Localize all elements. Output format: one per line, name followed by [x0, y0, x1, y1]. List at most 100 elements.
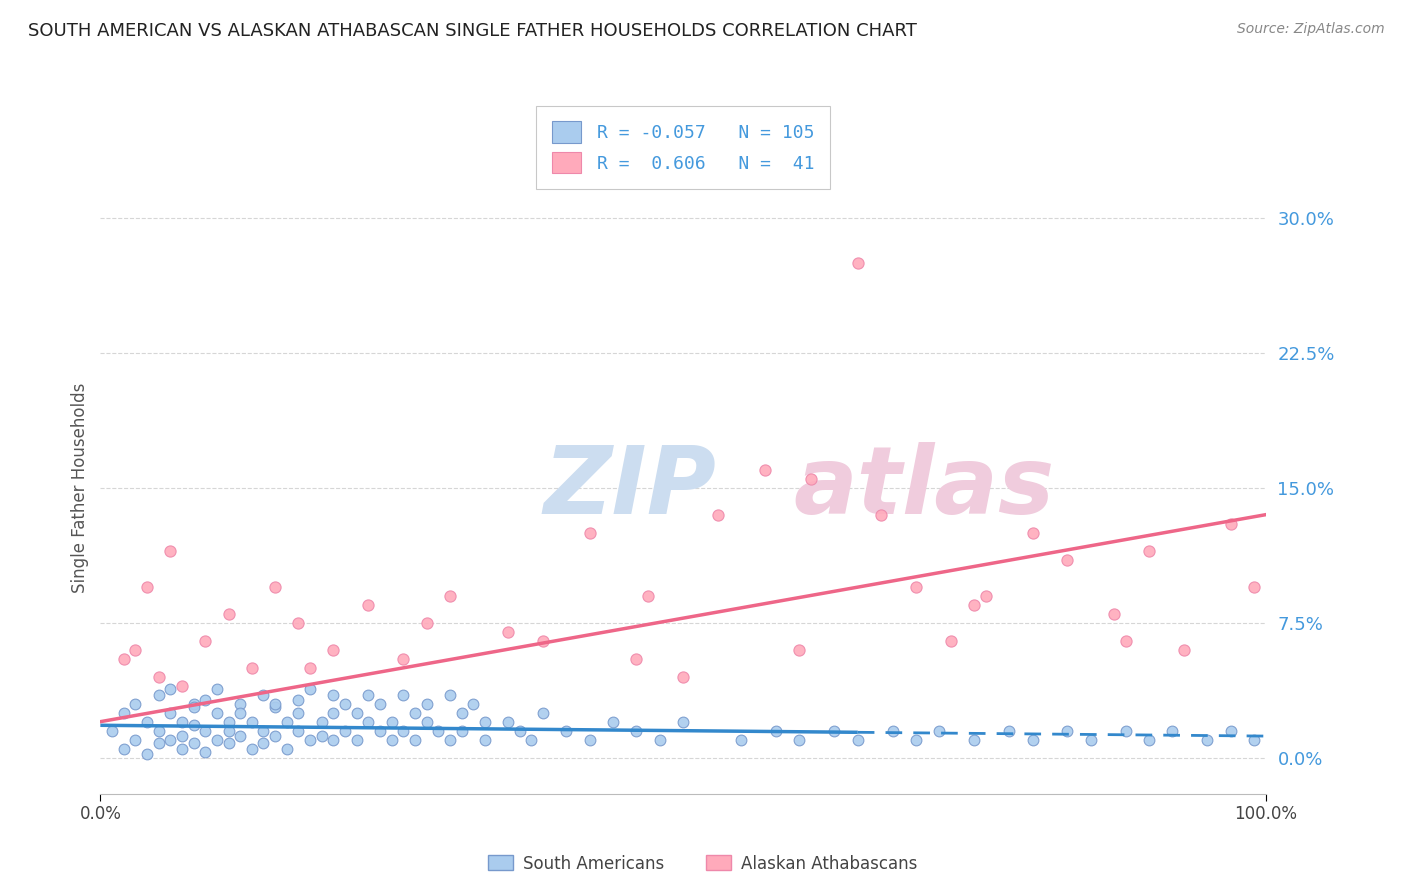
Point — [112, 706, 135, 720]
Point — [148, 723, 170, 738]
Point — [439, 732, 461, 747]
Point — [101, 723, 124, 738]
Point — [218, 714, 240, 729]
Point — [170, 729, 193, 743]
Text: SOUTH AMERICAN VS ALASKAN ATHABASCAN SINGLE FATHER HOUSEHOLDS CORRELATION CHART: SOUTH AMERICAN VS ALASKAN ATHABASCAN SIN… — [28, 22, 917, 40]
Point — [765, 723, 787, 738]
Point — [229, 697, 252, 711]
Point — [381, 714, 404, 729]
Point — [240, 661, 263, 675]
Point — [496, 714, 519, 729]
Point — [322, 706, 344, 720]
Point — [170, 741, 193, 756]
Point — [823, 723, 845, 738]
Point — [1102, 607, 1125, 621]
Point — [439, 688, 461, 702]
Point — [496, 624, 519, 639]
Point — [218, 723, 240, 738]
Point — [276, 714, 298, 729]
Point — [311, 714, 333, 729]
Point — [218, 736, 240, 750]
Point — [322, 732, 344, 747]
Point — [415, 697, 437, 711]
Point — [183, 736, 205, 750]
Point — [1115, 633, 1137, 648]
Point — [1219, 723, 1241, 738]
Point — [170, 679, 193, 693]
Point — [474, 732, 496, 747]
Point — [264, 729, 287, 743]
Point — [555, 723, 578, 738]
Point — [789, 732, 811, 747]
Point — [287, 706, 309, 720]
Point — [1021, 525, 1043, 540]
Point — [626, 723, 648, 738]
Point — [626, 651, 648, 665]
Point — [159, 682, 181, 697]
Point — [1161, 723, 1184, 738]
Point — [194, 693, 217, 707]
Point — [322, 642, 344, 657]
Point — [520, 732, 543, 747]
Point — [368, 723, 391, 738]
Text: atlas: atlas — [793, 442, 1054, 533]
Point — [148, 688, 170, 702]
Point — [205, 706, 228, 720]
Point — [602, 714, 624, 729]
Point — [905, 580, 928, 594]
Point — [672, 714, 695, 729]
Point — [1137, 732, 1160, 747]
Point — [730, 732, 752, 747]
Point — [124, 732, 146, 747]
Point — [287, 723, 309, 738]
Point — [252, 688, 274, 702]
Point — [159, 543, 181, 558]
Point — [112, 651, 135, 665]
Point — [450, 723, 472, 738]
Point — [1056, 723, 1078, 738]
Point — [276, 741, 298, 756]
Point — [183, 700, 205, 714]
Point — [194, 723, 217, 738]
Point — [357, 714, 380, 729]
Text: Source: ZipAtlas.com: Source: ZipAtlas.com — [1237, 22, 1385, 37]
Point — [205, 732, 228, 747]
Point — [1080, 732, 1102, 747]
Point — [240, 714, 263, 729]
Point — [287, 615, 309, 630]
Point — [963, 598, 986, 612]
Point — [998, 723, 1021, 738]
Point — [194, 633, 217, 648]
Point — [578, 732, 600, 747]
Point — [963, 732, 986, 747]
Point — [637, 589, 659, 603]
Point — [404, 706, 426, 720]
Point — [531, 706, 554, 720]
Point — [392, 723, 415, 738]
Point — [1115, 723, 1137, 738]
Point — [322, 688, 344, 702]
Point — [311, 729, 333, 743]
Point — [229, 729, 252, 743]
Point — [974, 589, 997, 603]
Point — [427, 723, 450, 738]
Point — [218, 607, 240, 621]
Point — [648, 732, 671, 747]
Point — [846, 732, 869, 747]
Point — [474, 714, 496, 729]
Point — [531, 633, 554, 648]
Point — [136, 714, 159, 729]
Point — [1243, 580, 1265, 594]
Point — [463, 697, 485, 711]
Point — [229, 706, 252, 720]
Point — [789, 642, 811, 657]
Point — [252, 736, 274, 750]
Point — [124, 697, 146, 711]
Point — [205, 682, 228, 697]
Point — [381, 732, 404, 747]
Point — [415, 615, 437, 630]
Point — [287, 693, 309, 707]
Point — [299, 682, 322, 697]
Point — [392, 688, 415, 702]
Point — [194, 745, 217, 759]
